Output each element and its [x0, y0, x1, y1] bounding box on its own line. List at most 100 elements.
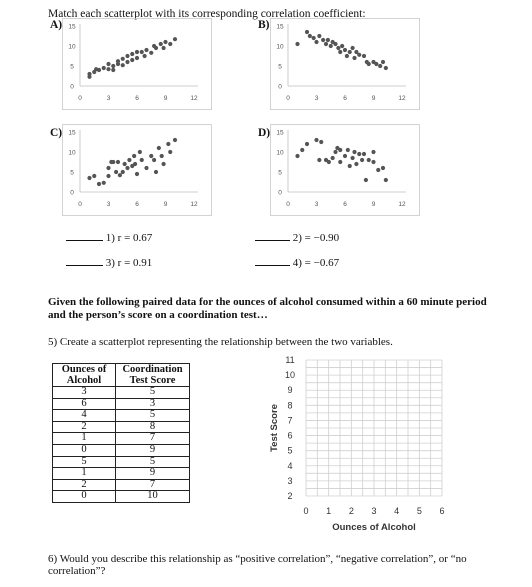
y-tick-label: 10 — [68, 150, 76, 157]
data-point — [328, 43, 333, 49]
chart-frame — [270, 124, 420, 216]
y-tick-label: 11 — [285, 355, 294, 365]
data-point — [383, 177, 388, 183]
data-point — [134, 171, 140, 177]
x-tick-label: 12 — [398, 201, 406, 208]
data-point — [352, 55, 357, 61]
data-point — [120, 169, 125, 175]
blank-scatterplot-grid[interactable]: 11 10 9 8 7 6 5 4 3 2 0 1 2 3 4 5 6 Test Score Ounces of A… — [262, 354, 462, 534]
data-point — [319, 139, 324, 145]
data-point — [134, 49, 140, 55]
data-point — [168, 41, 173, 47]
data-point — [325, 37, 330, 43]
panel-label-b: B) — [258, 19, 270, 31]
data-point — [130, 51, 135, 57]
data-point — [153, 169, 159, 175]
scatterplot-a: 15 10 5 00 3 6 9 12 — [62, 18, 212, 110]
table-cell: 3 — [115, 397, 190, 411]
chart-frame — [62, 124, 212, 216]
data-point — [347, 163, 352, 169]
x-tick-label: 4 — [394, 506, 399, 516]
scatterplot-c: 15 10 5 00 3 6 9 12 — [62, 124, 212, 216]
table-cell: 2 — [52, 478, 116, 492]
data-point — [317, 157, 322, 163]
data-point — [111, 63, 116, 69]
data-point — [311, 35, 316, 41]
x-tick-label: 0 — [78, 95, 82, 102]
data-point — [125, 165, 130, 171]
data-point — [304, 29, 310, 35]
data-point — [363, 177, 368, 183]
data-point — [101, 65, 106, 71]
data-point — [156, 145, 161, 151]
table-cell: 1 — [52, 467, 116, 480]
panel-label-c: C) — [50, 127, 63, 139]
table-cell: 6 — [52, 397, 116, 411]
data-point — [361, 53, 367, 59]
table-cell: 9 — [115, 443, 190, 457]
y-axis-label: Test Score — [269, 404, 280, 452]
chart-frame — [62, 18, 212, 110]
data-point — [333, 149, 338, 155]
y-tick-label: 10 — [276, 150, 284, 157]
table-cell: 7 — [115, 478, 190, 492]
x-tick-label: 9 — [372, 95, 376, 102]
y-tick-label: 0 — [70, 84, 74, 91]
table-cell: 5 — [115, 386, 190, 399]
y-tick-label: 0 — [278, 190, 282, 197]
data-point — [96, 181, 102, 187]
data-point — [295, 41, 300, 47]
x-tick-label: 2 — [349, 506, 354, 516]
table-cell: 3 — [52, 386, 116, 399]
data-point — [330, 155, 335, 161]
x-tick-label: 0 — [303, 506, 308, 516]
x-tick-label: 3 — [315, 201, 319, 208]
y-tick-label: 6 — [287, 431, 292, 441]
x-tick-label: 5 — [417, 506, 422, 516]
x-tick-label: 9 — [164, 95, 168, 102]
data-point — [92, 173, 97, 179]
y-tick-label: 10 — [68, 44, 76, 51]
data-point — [122, 161, 127, 167]
answer-blank[interactable] — [255, 231, 290, 241]
data-point — [106, 173, 111, 179]
data-point — [168, 149, 173, 155]
data-point — [338, 147, 343, 153]
answer-blank[interactable] — [66, 231, 103, 241]
data-point — [134, 55, 140, 61]
x-tick-label: 3 — [107, 95, 111, 102]
y-tick-label: 8 — [287, 400, 292, 410]
answer-blank[interactable] — [66, 256, 103, 266]
y-tick-label: 10 — [285, 370, 295, 380]
x-tick-label: 3 — [315, 95, 319, 102]
data-point — [163, 39, 168, 45]
x-tick-label: 1 — [326, 506, 331, 516]
data-point — [338, 159, 343, 165]
data-point — [350, 45, 355, 51]
answer-blank[interactable] — [255, 256, 290, 266]
panel-label-a: A) — [50, 19, 63, 31]
y-tick-label: 0 — [278, 84, 282, 91]
chart-frame — [270, 18, 420, 110]
y-tick-label: 5 — [70, 170, 74, 177]
x-tick-label: 6 — [343, 95, 347, 102]
data-point — [115, 59, 121, 64]
panel-label-d: D) — [258, 127, 271, 139]
data-point — [366, 61, 371, 67]
match-item-4: 4) = −0.67 — [255, 256, 339, 269]
x-tick-label: 0 — [78, 201, 82, 208]
data-point — [139, 157, 144, 163]
data-point — [87, 71, 92, 77]
x-tick-label: 12 — [190, 95, 198, 102]
column-header-ounces: Ounces of Alcohol — [52, 363, 116, 387]
x-tick-label: 6 — [135, 95, 139, 102]
data-point — [342, 153, 348, 159]
match-item-2: 2) = −0.90 — [255, 231, 339, 244]
match-item-1: 1) r = 0.67 — [66, 231, 152, 244]
